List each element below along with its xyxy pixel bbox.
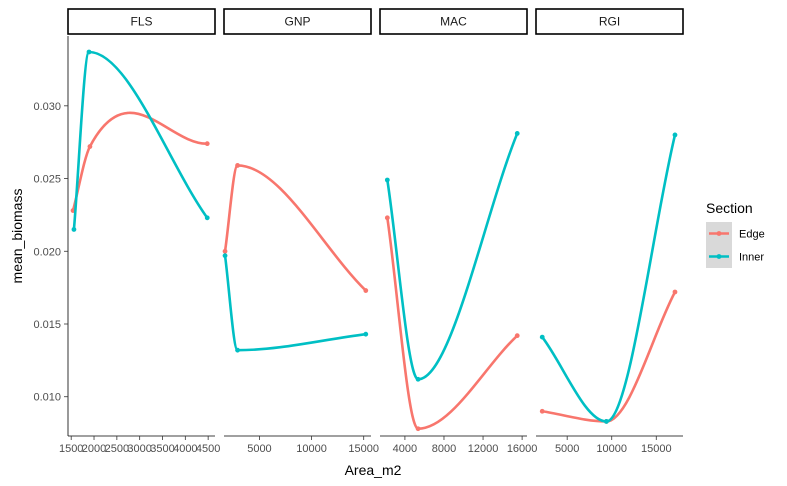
panel-rgi: RGI 5000 10000 15000 bbox=[535, 8, 684, 455]
strip-label: MAC bbox=[440, 15, 467, 29]
x-tick-label: 16000 bbox=[507, 443, 538, 455]
data-point-inner bbox=[384, 177, 390, 183]
legend-key-point bbox=[716, 254, 722, 259]
series-line-inner bbox=[386, 132, 519, 381]
x-tick-label: 10000 bbox=[296, 443, 327, 455]
data-point-inner bbox=[363, 331, 369, 337]
data-point-edge bbox=[222, 248, 228, 254]
strip-label: GNP bbox=[284, 15, 310, 29]
data-point-inner bbox=[86, 49, 92, 55]
legend-label: Inner bbox=[739, 252, 764, 264]
strip-label: RGI bbox=[599, 15, 620, 29]
data-point-inner bbox=[415, 376, 421, 382]
strip-mac bbox=[379, 8, 528, 35]
data-point-inner bbox=[222, 253, 228, 259]
x-tick-label: 3500 bbox=[150, 443, 174, 455]
y-tick-label: 0.015 bbox=[33, 319, 61, 331]
data-point-edge bbox=[384, 215, 390, 221]
data-point-inner bbox=[539, 334, 545, 340]
legend-entry-inner: Inner bbox=[706, 245, 764, 268]
y-axis-title: mean_biomass bbox=[9, 189, 25, 284]
data-point-edge bbox=[204, 141, 210, 147]
x-tick-label: 3000 bbox=[127, 443, 151, 455]
strip-label: FLS bbox=[130, 15, 152, 29]
x-tick-label: 15000 bbox=[641, 443, 672, 455]
series-line-edge bbox=[386, 216, 519, 431]
strip-gnp bbox=[223, 8, 372, 35]
y-tick-label: 0.010 bbox=[33, 392, 61, 404]
data-point-inner bbox=[235, 347, 240, 353]
strip-fls bbox=[67, 8, 216, 35]
data-point-inner bbox=[71, 227, 77, 232]
y-tick-label: 0.025 bbox=[33, 174, 61, 186]
x-tick-label: 8000 bbox=[432, 443, 456, 455]
data-point-inner bbox=[204, 215, 210, 221]
x-tick-label: 4500 bbox=[196, 443, 220, 455]
x-axis-title: Area_m2 bbox=[345, 462, 402, 478]
data-point-inner bbox=[603, 419, 609, 424]
legend-label: Edge bbox=[739, 229, 765, 241]
x-tick-label: 15000 bbox=[348, 443, 379, 455]
data-point-edge bbox=[539, 408, 545, 414]
x-tick-label: 4000 bbox=[173, 443, 197, 455]
x-tick-label: 10000 bbox=[596, 443, 627, 455]
legend-entry-edge: Edge bbox=[706, 222, 765, 245]
data-point-inner bbox=[514, 131, 520, 136]
legend-key-point bbox=[716, 231, 722, 236]
data-point-edge bbox=[672, 289, 678, 295]
x-tick-label: 5000 bbox=[247, 443, 271, 455]
series-line-inner bbox=[540, 133, 677, 423]
y-axis: 0.010 0.015 0.020 0.025 0.030 bbox=[33, 36, 69, 436]
series-line-edge bbox=[540, 290, 677, 423]
x-tick-label: 2000 bbox=[82, 443, 106, 455]
x-tick-label: 12000 bbox=[468, 443, 499, 455]
series-line-edge bbox=[71, 111, 209, 212]
series-line-inner bbox=[223, 254, 368, 352]
data-point-edge bbox=[514, 333, 520, 339]
data-point-edge bbox=[415, 426, 421, 432]
y-tick-label: 0.020 bbox=[33, 246, 61, 258]
data-point-inner bbox=[672, 132, 678, 138]
x-tick-label: 4000 bbox=[393, 443, 417, 455]
legend-title: Section bbox=[706, 200, 753, 216]
data-point-edge bbox=[87, 144, 93, 149]
strip-rgi bbox=[535, 8, 684, 35]
panel-gnp: GNP 5000 10000 15000 bbox=[222, 8, 379, 455]
x-tick-label: 1500 bbox=[59, 443, 83, 455]
x-tick-label: 2500 bbox=[105, 443, 129, 455]
x-tick-label: 5000 bbox=[555, 443, 579, 455]
y-tick-label: 0.030 bbox=[33, 101, 61, 113]
series-line-edge bbox=[223, 164, 368, 292]
data-point-edge bbox=[363, 288, 369, 293]
panel-mac: MAC 4000 8000 12000 16000 bbox=[379, 8, 538, 455]
legend: Section Edge Inner bbox=[706, 200, 765, 268]
data-point-edge bbox=[235, 163, 240, 168]
